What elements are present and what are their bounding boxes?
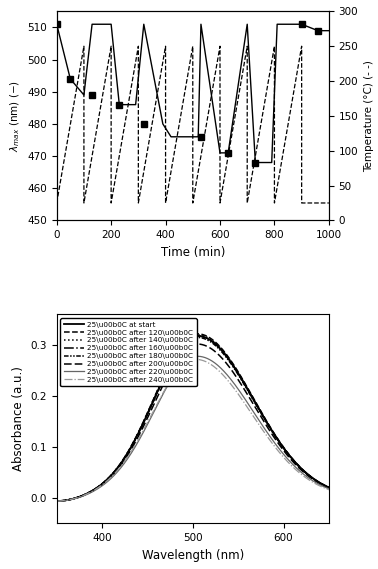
Line: 25\u00b0C after 160\u00b0C: 25\u00b0C after 160\u00b0C xyxy=(57,336,338,501)
25\u00b0C after 220\u00b0C xyxy=(221,367,225,374)
25\u00b0C after 160\u00b0C xyxy=(221,348,225,355)
25\u00b0C after 160\u00b0C xyxy=(266,422,271,429)
25\u00b0C after 200\u00b0C xyxy=(54,498,59,505)
25\u00b0C after 200\u00b0C xyxy=(182,348,186,354)
Line: 25\u00b0C after 200\u00b0C: 25\u00b0C after 200\u00b0C xyxy=(57,344,338,501)
25\u00b0C at start xyxy=(221,348,225,355)
25\u00b0C after 240\u00b0C xyxy=(194,356,198,362)
25\u00b0C after 160\u00b0C xyxy=(127,447,131,454)
25\u00b0C after 240\u00b0C xyxy=(127,451,131,458)
Line: 25\u00b0C after 140\u00b0C: 25\u00b0C after 140\u00b0C xyxy=(57,335,338,501)
25\u00b0C at start xyxy=(243,381,247,388)
Y-axis label: Temperature (°C) (- -): Temperature (°C) (- -) xyxy=(364,60,374,172)
25\u00b0C after 200\u00b0C xyxy=(221,356,225,362)
25\u00b0C after 120\u00b0C xyxy=(195,331,200,337)
25\u00b0C after 160\u00b0C xyxy=(243,381,247,388)
25\u00b0C after 160\u00b0C xyxy=(336,488,340,494)
25\u00b0C after 140\u00b0C xyxy=(266,422,271,429)
25\u00b0C after 180\u00b0C xyxy=(54,498,59,505)
25\u00b0C after 220\u00b0C xyxy=(127,453,131,460)
Line: 25\u00b0C at start: 25\u00b0C at start xyxy=(57,336,338,501)
25\u00b0C after 180\u00b0C xyxy=(266,423,271,430)
25\u00b0C after 180\u00b0C xyxy=(221,350,225,357)
25\u00b0C after 140\u00b0C xyxy=(104,477,109,484)
25\u00b0C after 220\u00b0C xyxy=(195,353,200,360)
Y-axis label: Absorbance (a.u.): Absorbance (a.u.) xyxy=(12,366,25,471)
25\u00b0C after 200\u00b0C xyxy=(336,488,340,494)
25\u00b0C after 200\u00b0C xyxy=(266,426,271,433)
25\u00b0C at start xyxy=(182,340,186,347)
25\u00b0C after 160\u00b0C xyxy=(54,498,59,505)
25\u00b0C after 180\u00b0C xyxy=(243,382,247,389)
25\u00b0C after 160\u00b0C xyxy=(104,477,109,484)
25\u00b0C after 200\u00b0C xyxy=(104,477,109,484)
25\u00b0C after 140\u00b0C xyxy=(54,498,59,505)
Line: 25\u00b0C after 180\u00b0C: 25\u00b0C after 180\u00b0C xyxy=(57,337,338,501)
25\u00b0C after 240\u00b0C xyxy=(182,361,186,368)
25\u00b0C after 140\u00b0C xyxy=(336,488,340,494)
25\u00b0C at start xyxy=(195,332,200,339)
Line: 25\u00b0C after 240\u00b0C: 25\u00b0C after 240\u00b0C xyxy=(57,359,338,501)
X-axis label: Wavelength (nm): Wavelength (nm) xyxy=(142,549,244,562)
25\u00b0C after 240\u00b0C xyxy=(243,401,247,407)
25\u00b0C after 120\u00b0C xyxy=(336,488,340,494)
25\u00b0C after 220\u00b0C xyxy=(104,479,109,486)
25\u00b0C after 180\u00b0C xyxy=(336,488,340,494)
25\u00b0C after 160\u00b0C xyxy=(182,340,186,347)
25\u00b0C after 140\u00b0C xyxy=(127,447,131,454)
25\u00b0C at start xyxy=(266,422,271,429)
Line: 25\u00b0C after 220\u00b0C: 25\u00b0C after 220\u00b0C xyxy=(57,356,338,501)
25\u00b0C after 200\u00b0C xyxy=(243,387,247,394)
25\u00b0C after 240\u00b0C xyxy=(336,489,340,496)
25\u00b0C after 120\u00b0C xyxy=(127,447,131,453)
25\u00b0C after 180\u00b0C xyxy=(127,448,131,455)
25\u00b0C after 120\u00b0C xyxy=(243,380,247,387)
25\u00b0C after 120\u00b0C xyxy=(266,422,271,428)
25\u00b0C after 120\u00b0C xyxy=(54,498,59,505)
25\u00b0C after 200\u00b0C xyxy=(127,450,131,456)
25\u00b0C after 140\u00b0C xyxy=(243,381,247,387)
25\u00b0C after 200\u00b0C xyxy=(195,341,200,348)
25\u00b0C after 220\u00b0C xyxy=(266,431,271,438)
25\u00b0C after 220\u00b0C xyxy=(54,498,59,505)
25\u00b0C after 140\u00b0C xyxy=(182,339,186,346)
25\u00b0C after 240\u00b0C xyxy=(221,372,225,378)
25\u00b0C after 180\u00b0C xyxy=(182,341,186,348)
25\u00b0C after 240\u00b0C xyxy=(266,435,271,442)
25\u00b0C after 240\u00b0C xyxy=(54,498,59,505)
25\u00b0C after 220\u00b0C xyxy=(243,395,247,402)
Y-axis label: $\lambda_{max}$ (nm) ($-$): $\lambda_{max}$ (nm) ($-$) xyxy=(8,80,22,152)
Legend: 25\u00b0C at start, 25\u00b0C after 120\u00b0C, 25\u00b0C after 140\u00b0C, 25\u: 25\u00b0C at start, 25\u00b0C after 120\… xyxy=(60,318,197,386)
25\u00b0C after 240\u00b0C xyxy=(104,478,109,485)
25\u00b0C after 120\u00b0C xyxy=(182,338,186,345)
25\u00b0C at start xyxy=(104,477,109,484)
25\u00b0C after 180\u00b0C xyxy=(104,477,109,484)
25\u00b0C after 220\u00b0C xyxy=(182,360,186,366)
X-axis label: Time (min): Time (min) xyxy=(161,246,225,259)
25\u00b0C after 220\u00b0C xyxy=(336,488,340,495)
25\u00b0C after 160\u00b0C xyxy=(195,332,200,339)
25\u00b0C at start xyxy=(54,498,59,505)
Line: 25\u00b0C after 120\u00b0C: 25\u00b0C after 120\u00b0C xyxy=(57,334,338,501)
25\u00b0C after 120\u00b0C xyxy=(221,347,225,353)
25\u00b0C at start xyxy=(127,447,131,454)
25\u00b0C after 120\u00b0C xyxy=(104,476,109,483)
25\u00b0C after 180\u00b0C xyxy=(195,334,200,341)
25\u00b0C after 140\u00b0C xyxy=(221,348,225,354)
25\u00b0C after 140\u00b0C xyxy=(195,331,200,338)
25\u00b0C at start xyxy=(336,488,340,494)
